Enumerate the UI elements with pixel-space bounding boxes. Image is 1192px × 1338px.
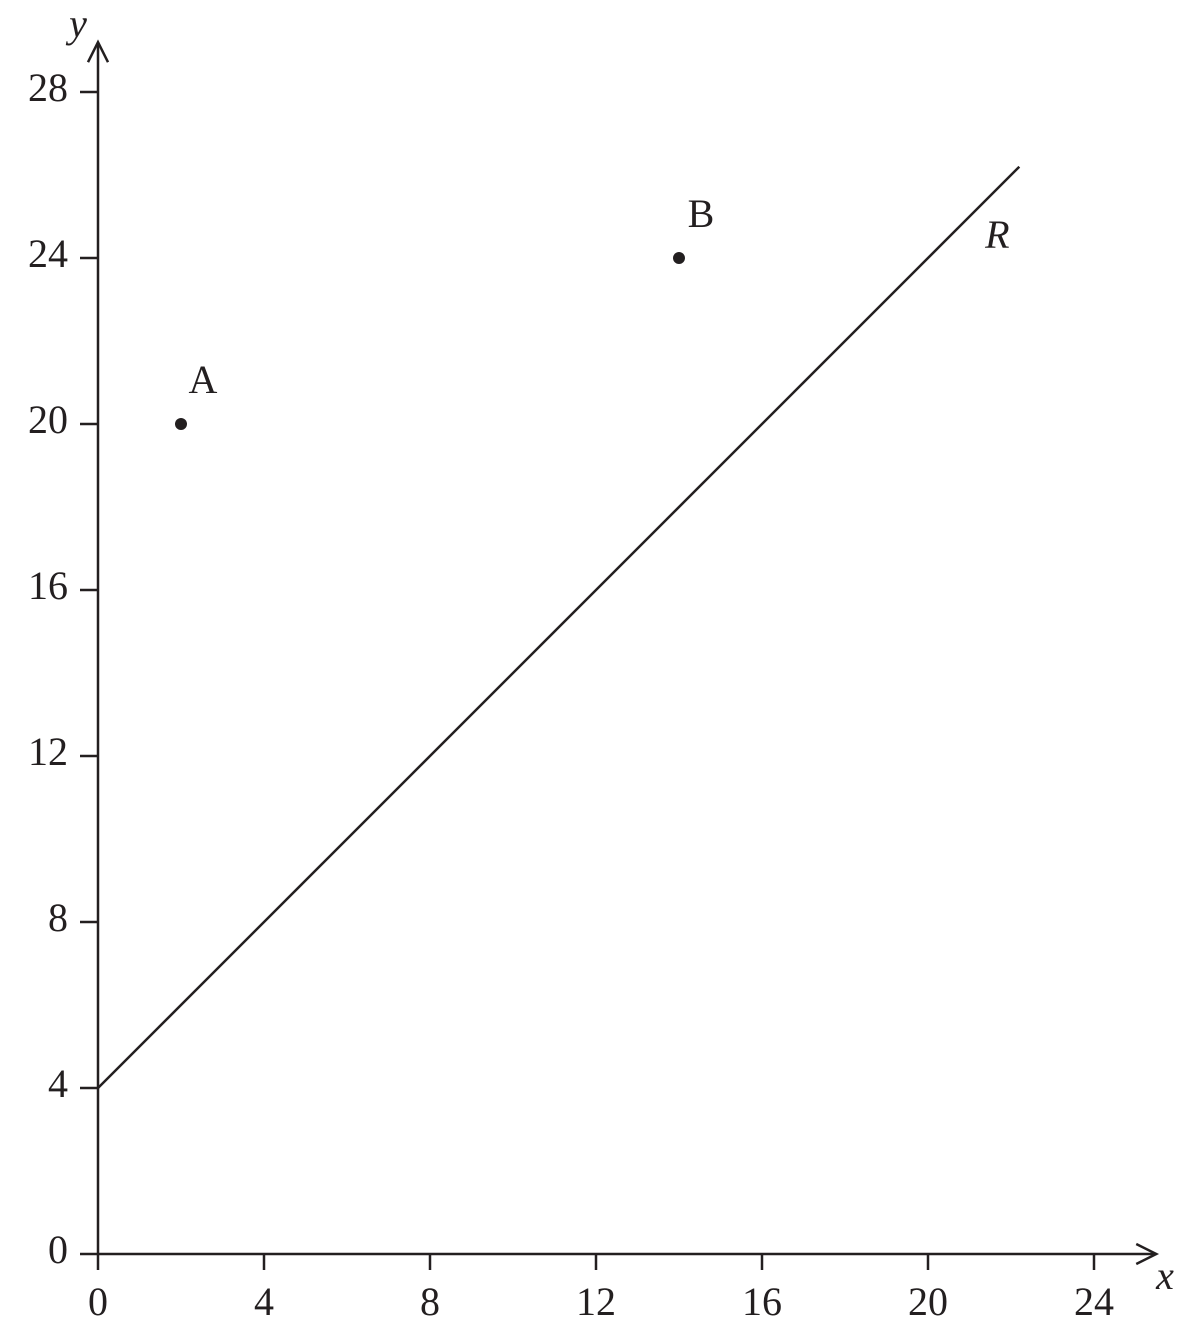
x-tick-label: 8 bbox=[420, 1279, 440, 1324]
y-axis-label: y bbox=[65, 1, 87, 46]
point-label: A bbox=[189, 357, 218, 402]
x-tick-label: 24 bbox=[1074, 1279, 1114, 1324]
x-axis-label: x bbox=[1155, 1253, 1174, 1298]
line-label: R bbox=[984, 212, 1009, 257]
x-axis-arrow bbox=[1135, 1242, 1160, 1266]
y-tick-label: 20 bbox=[28, 397, 68, 442]
y-tick-label: 0 bbox=[48, 1227, 68, 1272]
y-tick-label: 4 bbox=[48, 1061, 68, 1106]
point bbox=[175, 418, 187, 430]
y-tick-label: 24 bbox=[28, 231, 68, 276]
y-tick-label: 12 bbox=[28, 729, 68, 774]
y-tick-label: 8 bbox=[48, 895, 68, 940]
x-tick-label: 0 bbox=[88, 1279, 108, 1324]
x-tick-label: 12 bbox=[576, 1279, 616, 1324]
x-tick-label: 16 bbox=[742, 1279, 782, 1324]
x-tick-label: 20 bbox=[908, 1279, 948, 1324]
y-tick-label: 16 bbox=[28, 563, 68, 608]
y-axis-arrow bbox=[86, 39, 110, 63]
point-label: B bbox=[688, 191, 715, 236]
y-tick-label: 28 bbox=[28, 65, 68, 110]
x-tick-label: 4 bbox=[254, 1279, 274, 1324]
line bbox=[97, 165, 1021, 1089]
point bbox=[673, 252, 685, 264]
